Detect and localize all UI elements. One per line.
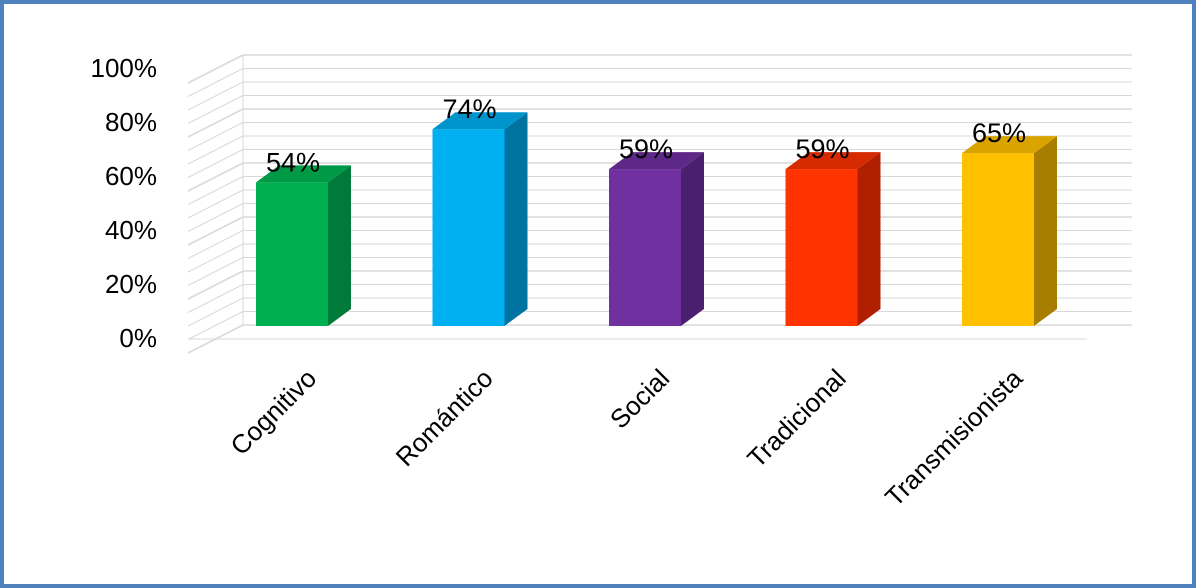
side-gridline (187, 257, 244, 286)
side-gridline (187, 243, 244, 273)
side-gridline (187, 122, 244, 151)
side-gridline (187, 54, 244, 84)
side-gridline (187, 284, 244, 313)
side-gridline (187, 230, 244, 259)
bar-side (504, 112, 528, 327)
bar-front (432, 129, 505, 326)
y-tick-label: 80% (105, 107, 157, 137)
side-gridline (187, 270, 244, 300)
bar-side (1034, 136, 1057, 326)
y-tick-label: 60% (105, 161, 157, 191)
side-gridline (187, 135, 244, 165)
y-tick-label: 100% (91, 53, 158, 83)
bar-side (681, 152, 704, 326)
category-label: Social (604, 363, 675, 434)
bar-top (962, 136, 1057, 154)
bar-top (785, 152, 881, 170)
side-gridline (187, 162, 244, 192)
side-gridline (187, 216, 244, 246)
x-axis-categories: Cognitivo Romántico Social Tradicional Trans… (224, 363, 1028, 513)
category-label: Tradicional (741, 363, 851, 473)
data-label: 59% (795, 134, 849, 164)
bar-top (609, 152, 704, 170)
bar-front (609, 169, 681, 326)
data-label: 65% (972, 118, 1026, 148)
side-gridline (187, 203, 244, 232)
category-label: Transmisionista (879, 363, 1029, 513)
y-axis-ticks: 0% 20% 40% 60% 80% 100% (91, 53, 158, 353)
data-labels: 54% 74% 59% 59% 65% (266, 94, 1026, 177)
bars (256, 112, 1057, 327)
bar-side (328, 165, 351, 326)
side-gridline (187, 81, 244, 111)
side-gridline (187, 68, 244, 97)
data-label: 74% (442, 94, 496, 124)
side-gridline (187, 297, 244, 327)
bar-top (256, 165, 351, 183)
side-gridline (187, 176, 244, 205)
y-tick-label: 40% (105, 215, 157, 245)
data-label: 59% (619, 134, 673, 164)
bar-front (256, 182, 328, 326)
data-label: 54% (266, 147, 320, 177)
y-tick-label: 0% (119, 323, 157, 353)
side-gridline (187, 95, 244, 124)
category-label: Cognitivo (224, 363, 322, 461)
side-gridline (187, 311, 244, 340)
category-label: Romántico (390, 363, 499, 472)
bar-front (962, 153, 1034, 326)
bar-side (857, 152, 881, 326)
bar-top (432, 112, 528, 130)
side-gridline (187, 189, 244, 219)
side-gridline (187, 149, 244, 178)
bar-front (785, 169, 858, 326)
y-tick-label: 20% (105, 269, 157, 299)
side-gridline (187, 108, 244, 138)
